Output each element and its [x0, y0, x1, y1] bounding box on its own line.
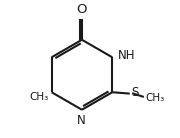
Text: N: N — [77, 114, 86, 128]
Text: CH₃: CH₃ — [29, 92, 48, 102]
Text: O: O — [77, 2, 87, 16]
Text: S: S — [131, 86, 138, 99]
Text: CH₃: CH₃ — [145, 93, 165, 103]
Text: NH: NH — [118, 49, 136, 62]
